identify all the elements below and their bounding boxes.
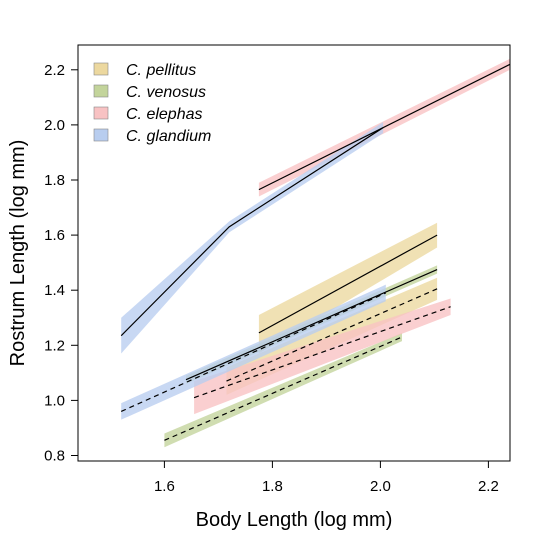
x-axis-title: Body Length (log mm)	[196, 509, 393, 531]
y-tick-label: 0.8	[44, 447, 65, 464]
x-tick-label: 1.8	[262, 478, 283, 495]
y-tick-label: 1.0	[44, 392, 65, 409]
c-pellitus-solid-line	[258, 234, 438, 334]
x-tick-label: 2.2	[478, 478, 499, 495]
c-glandium-solid-band	[121, 122, 384, 354]
x-axis: 1.6 1.8 2.0 2.2	[154, 461, 499, 495]
legend: C. pellitus C. venosus C. elephas C. glandi…	[93, 62, 211, 145]
c-venosus-dashed-line	[164, 336, 403, 441]
legend-swatch	[93, 106, 109, 120]
legend-label: C. venosus	[126, 84, 206, 101]
c-pellitus-dashed-line	[226, 288, 438, 382]
regression-lines	[120, 63, 511, 441]
c-venosus-solid-line	[185, 268, 438, 381]
legend-label: C. glandium	[126, 128, 211, 145]
c-venosus-dashed-band	[164, 332, 402, 448]
y-axis-title: Rostrum Length (log mm)	[7, 140, 29, 367]
c-elephas-solid-line	[258, 63, 511, 191]
x-tick-label: 2.0	[370, 478, 391, 495]
y-axis: 0.8 1.0 1.2 1.4 1.6 1.8 2.0 2.2	[44, 62, 78, 464]
x-tick-label: 1.6	[154, 478, 175, 495]
c-glandium-dashed-line	[120, 292, 387, 412]
y-tick-label: 1.8	[44, 172, 65, 189]
legend-swatch	[93, 84, 109, 98]
legend-swatch	[93, 62, 109, 76]
legend-label: C. pellitus	[126, 62, 196, 79]
c-glandium-solid-line	[120, 127, 384, 337]
c-elephas-dashed-band	[194, 298, 451, 415]
y-tick-label: 1.4	[44, 282, 65, 299]
c-elephas-dashed-line	[193, 306, 451, 399]
y-tick-label: 2.2	[44, 62, 65, 79]
legend-label: C. elephas	[126, 106, 203, 123]
y-tick-label: 2.0	[44, 117, 65, 134]
y-tick-label: 1.6	[44, 227, 65, 244]
y-tick-label: 1.2	[44, 337, 65, 354]
c-pellitus-solid-band	[258, 222, 438, 354]
legend-swatch	[93, 128, 109, 142]
plot-frame	[77, 44, 511, 462]
